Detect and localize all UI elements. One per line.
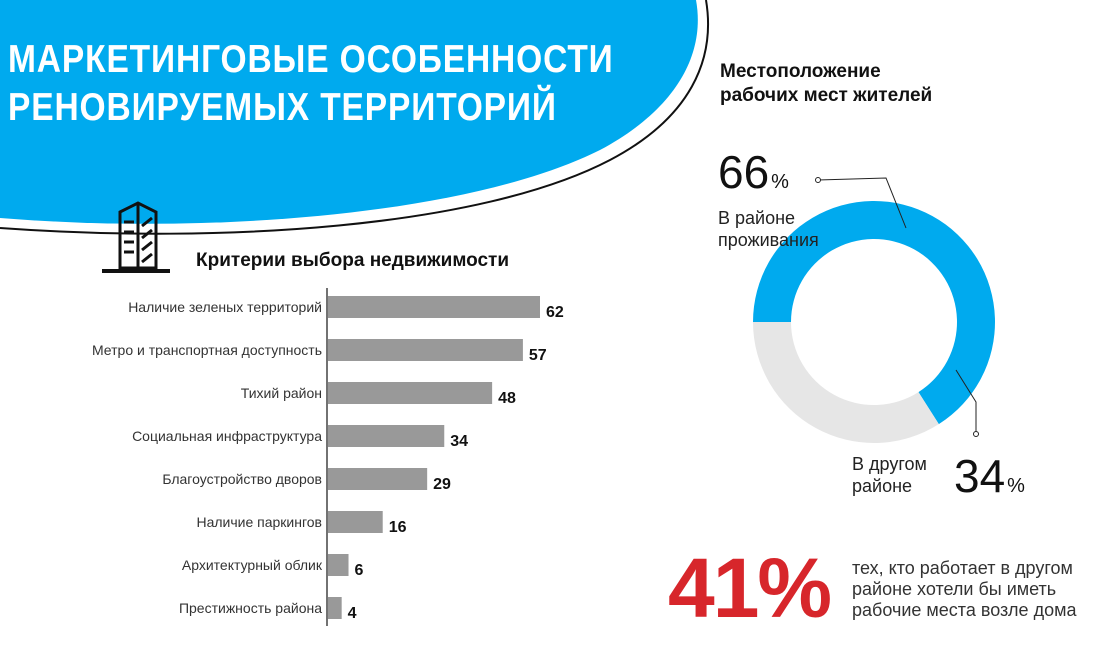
bar-value-label: 48 (498, 390, 516, 407)
highlight-caption-line-2: районе хотели бы иметь (852, 579, 1057, 599)
donut-title-line-1: Местоположение (720, 61, 881, 82)
slice-percent: 66% (718, 146, 789, 198)
page-title: МАРКЕТИНГОВЫЕ ОСОБЕННОСТИ РЕНОВИРУЕМЫХ Т… (8, 36, 614, 132)
header-outline-curve (0, 0, 710, 235)
bar-value-label: 57 (529, 347, 547, 364)
bar (328, 511, 383, 533)
building-icon (102, 201, 170, 273)
page-title-line-1: МАРКЕТИНГОВЫЕ ОСОБЕННОСТИ (8, 38, 614, 81)
bar-label: Социальная инфраструктура (132, 428, 322, 444)
header-banner (0, 0, 710, 235)
highlight-caption-line-1: тех, кто работает в другом (852, 558, 1073, 578)
highlight-stat-value: 41% (668, 541, 832, 635)
leader-line (817, 177, 907, 229)
bar-value-label: 29 (433, 476, 451, 493)
highlight-stat-caption: тех, кто работает в другом районе хотели… (852, 558, 1076, 621)
leader-line (955, 369, 977, 434)
bar-label: Наличие паркингов (196, 514, 322, 530)
donut-slice (753, 200, 995, 425)
bar (328, 554, 349, 576)
bar-value-label: 34 (450, 433, 468, 450)
bar-label: Метро и транспортная доступность (92, 342, 322, 358)
bar-chart: Наличие зеленых территорий 62 Метро и тран… (92, 288, 564, 626)
highlight-caption-line-3: рабочие места возле дома (852, 600, 1077, 620)
bar-label: Архитектурный облик (182, 557, 323, 573)
bar (328, 425, 445, 447)
slice-name: В другом (852, 454, 927, 474)
bar-label: Престижность района (179, 600, 322, 616)
bar-label: Наличие зеленых территорий (128, 299, 322, 315)
leader-dot (973, 431, 979, 437)
bar (328, 468, 428, 490)
bar-label: Благоустройство дворов (162, 471, 322, 487)
slice-percent: 34% (954, 450, 1025, 502)
donut-title-line-2: рабочих мест жителей (720, 85, 933, 106)
bar-label: Тихий район (241, 385, 322, 401)
donut-slice (753, 322, 939, 443)
bar (328, 296, 540, 318)
leader-dot (815, 177, 821, 183)
bar (328, 597, 342, 619)
slice-name: районе (852, 476, 912, 496)
bar-value-label: 4 (348, 605, 357, 622)
bar (328, 382, 493, 404)
page-title-line-2: РЕНОВИРУЕМЫХ ТЕРРИТОРИЙ (8, 86, 557, 129)
bar-value-label: 62 (546, 304, 564, 321)
donut-chart-title: Местоположение рабочих мест жителей (720, 60, 932, 108)
bar-value-label: 16 (389, 519, 407, 536)
slice-name: В районе (718, 208, 795, 228)
slice-name: проживания (718, 230, 819, 250)
bar-value-label: 6 (355, 562, 364, 579)
bar (328, 339, 523, 361)
header-accent-shape (0, 0, 698, 224)
bar-chart-title: Критерии выбора недвижимости (196, 250, 510, 271)
